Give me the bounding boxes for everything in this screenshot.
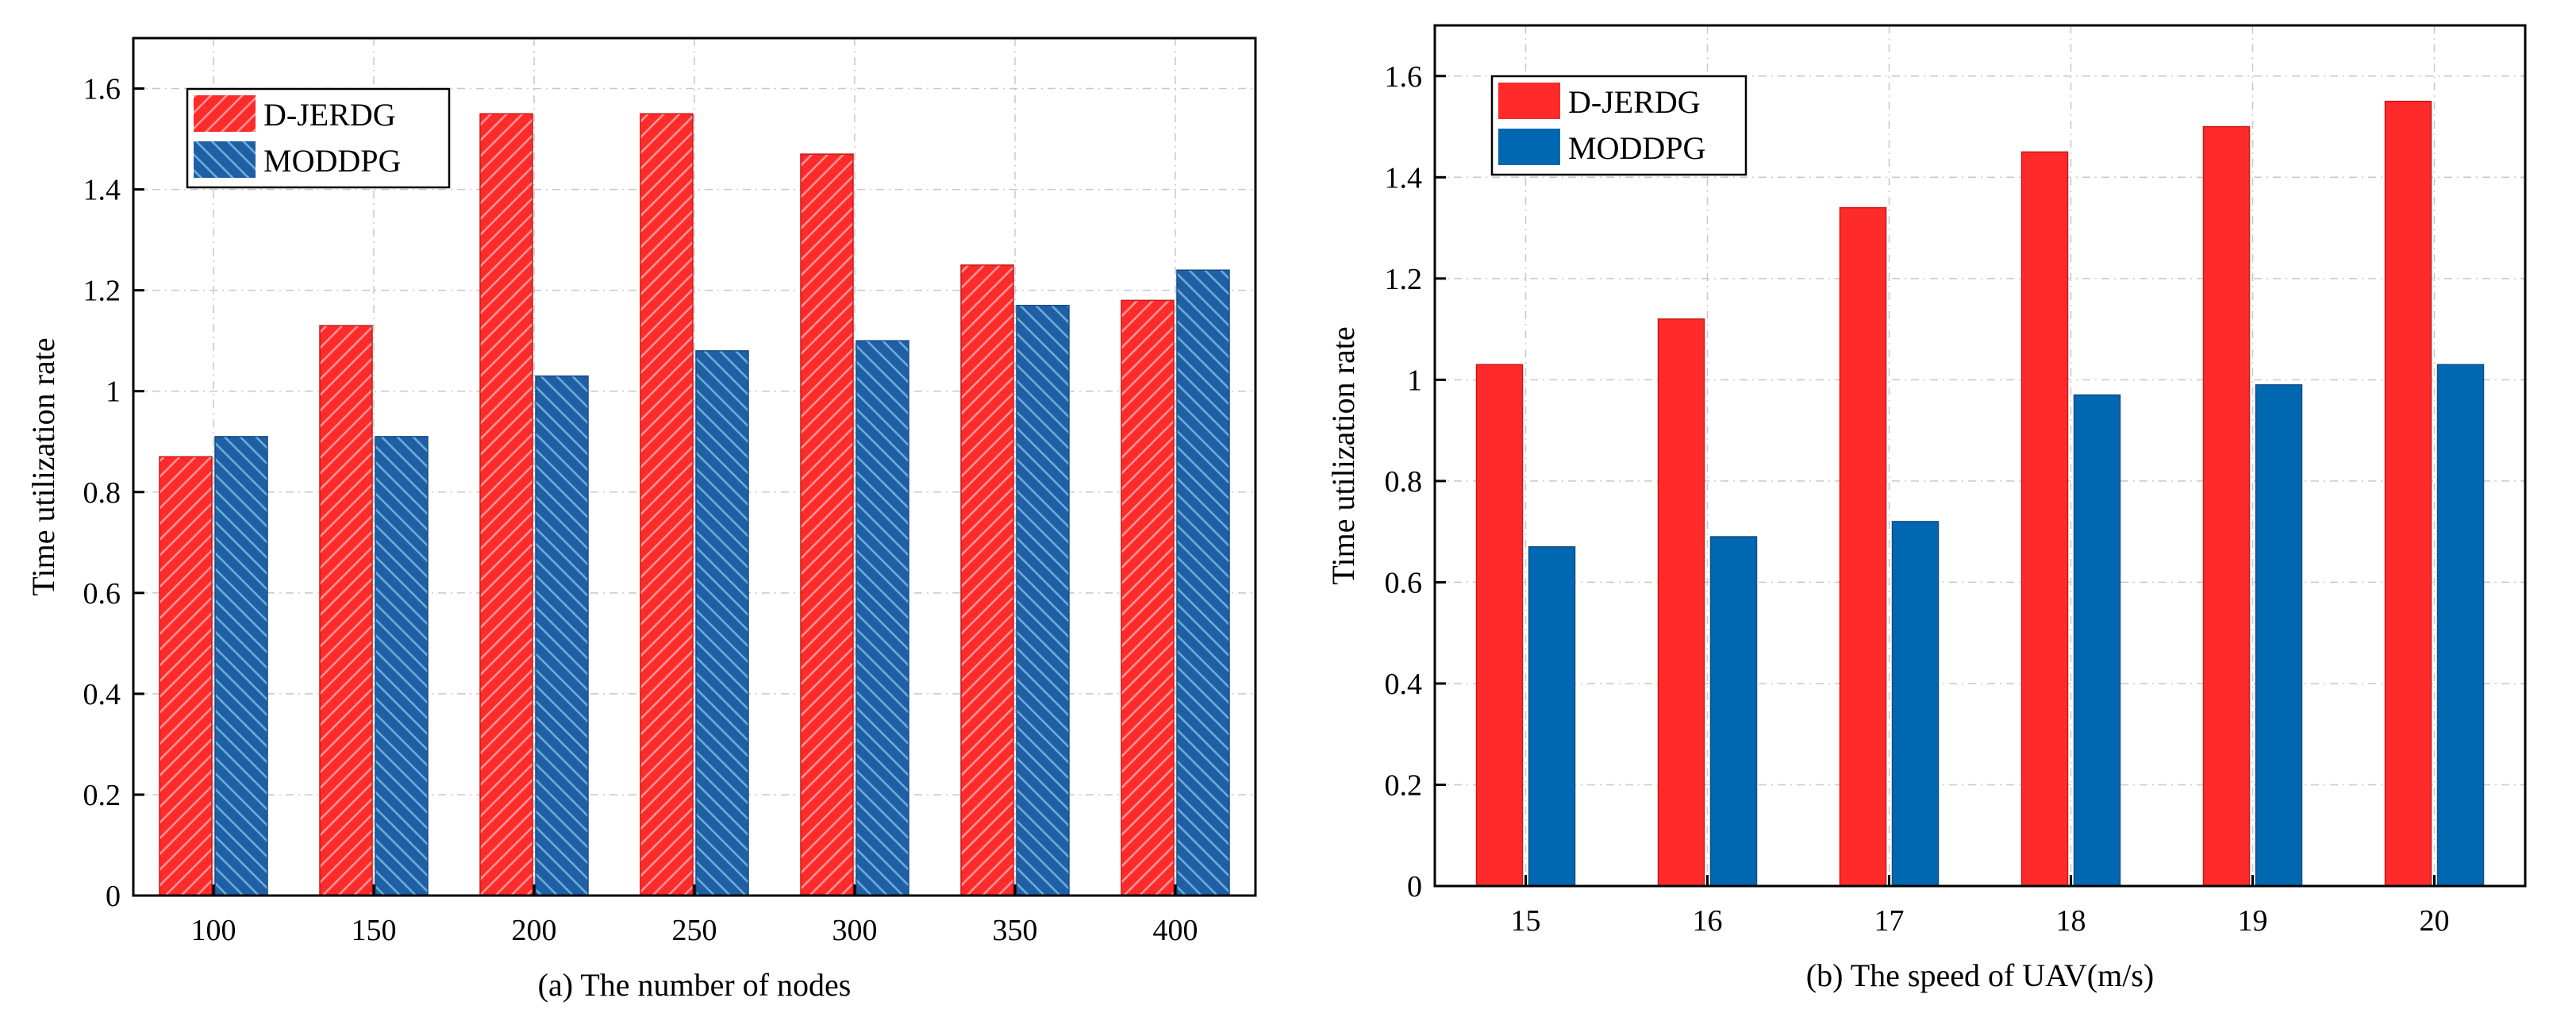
bar-moddpg-150 (375, 436, 429, 896)
legend-label-moddpg: MODDPG (263, 143, 401, 179)
x-tick-label: 20 (2420, 904, 2450, 938)
bar-d-jerdg-18 (2020, 151, 2069, 887)
y-tick-label: 0 (106, 880, 121, 913)
chart-b-gridlines (1435, 25, 2525, 886)
bar-d-jerdg-100 (159, 456, 213, 896)
bar-d-jerdg-250 (640, 113, 694, 896)
bar-moddpg-19 (2255, 383, 2303, 887)
x-tick-label: 200 (512, 914, 557, 947)
bar-d-jerdg-15 (1475, 364, 1524, 887)
legend-label-d-jerdg: D-JERDG (1568, 84, 1701, 120)
bar-moddpg-250 (695, 350, 749, 896)
y-tick-label: 0.8 (83, 476, 121, 510)
legend-swatch-moddpg (194, 141, 256, 178)
y-tick-label: 0.2 (1385, 769, 1423, 802)
x-tick-label: 18 (2056, 904, 2086, 938)
y-tick-label: 0.4 (83, 678, 121, 711)
x-tick-label: 350 (993, 914, 1038, 947)
y-tick-label: 1 (106, 376, 121, 409)
chart-b-speed-of-uav: 0 0.2 0.4 0.6 0.8 1 1.2 1.4 1.6 15 16 17 18 19 20 D-JE… (1325, 24, 2527, 993)
bar-moddpg-400 (1176, 269, 1230, 896)
bar-moddpg-16 (1709, 536, 1758, 887)
x-tick-label: 300 (832, 914, 878, 947)
bar-d-jerdg-20 (2384, 100, 2432, 887)
bar-moddpg-300 (855, 340, 909, 896)
bar-d-jerdg-400 (1121, 299, 1175, 896)
chart-b-caption: (b) The speed of UAV(m/s) (1806, 957, 2154, 993)
y-tick-label: 1.2 (83, 275, 121, 308)
bar-moddpg-100 (214, 436, 268, 896)
y-tick-label: 0.2 (83, 779, 121, 812)
chart-b-y-axis-title: Time utilization rate (1325, 326, 1361, 584)
y-tick-label: 0.8 (1385, 465, 1423, 499)
bar-moddpg-200 (535, 375, 589, 896)
legend-swatch-d-jerdg (1498, 83, 1560, 119)
x-tick-label: 19 (2238, 904, 2268, 938)
x-tick-label: 15 (1511, 904, 1541, 938)
chart-b-bars (1475, 100, 2485, 887)
chart-b-legend: D-JERDG MODDPG (1490, 75, 1747, 176)
y-tick-label: 1.6 (83, 73, 121, 106)
y-tick-label: 0.6 (1385, 566, 1423, 599)
bar-moddpg-15 (1528, 546, 1576, 887)
x-tick-label: 150 (352, 914, 397, 947)
bar-d-jerdg-350 (960, 264, 1014, 896)
bar-moddpg-20 (2436, 364, 2485, 887)
x-tick-label: 400 (1153, 914, 1198, 947)
chart-a-legend: D-JERDG MODDPG (186, 87, 451, 189)
bar-d-jerdg-200 (479, 113, 533, 896)
y-tick-label: 0 (1407, 870, 1422, 903)
y-tick-label: 1.4 (1385, 161, 1423, 195)
x-tick-label: 16 (1693, 904, 1723, 938)
y-tick-label: 1.2 (1385, 263, 1423, 296)
bar-d-jerdg-150 (319, 325, 373, 896)
chart-a-axis-ticks: 0 0.2 0.4 0.6 0.8 1 1.2 1.4 1.6 100 150 200 250 300 35… (83, 73, 1198, 947)
x-tick-label: 17 (1874, 904, 1905, 938)
bar-d-jerdg-17 (1839, 206, 1887, 887)
y-tick-label: 1.6 (1385, 60, 1423, 94)
legend-label-d-jerdg: D-JERDG (263, 97, 396, 133)
chart-b-plot-frame (1433, 24, 2527, 888)
chart-a-y-axis-title: Time utilization rate (25, 337, 61, 595)
x-tick-label: 100 (191, 914, 236, 947)
bar-moddpg-18 (2073, 394, 2121, 887)
chart-b-axis-ticks: 0 0.2 0.4 0.6 0.8 1 1.2 1.4 1.6 15 16 17 18 19 20 (1385, 60, 2450, 938)
legend-swatch-d-jerdg (194, 95, 256, 132)
y-tick-label: 0.6 (83, 577, 121, 611)
x-tick-label: 250 (672, 914, 717, 947)
bar-moddpg-350 (1016, 304, 1070, 896)
bar-d-jerdg-19 (2202, 125, 2251, 887)
y-tick-label: 0.4 (1385, 668, 1423, 701)
y-tick-label: 1 (1407, 364, 1422, 397)
y-tick-label: 1.4 (83, 174, 121, 207)
chart-a-bars (159, 113, 1230, 896)
chart-a-number-of-nodes: 0 0.2 0.4 0.6 0.8 1 1.2 1.4 1.6 100 150 200 250 300 35… (25, 37, 1257, 1003)
legend-label-moddpg: MODDPG (1568, 130, 1705, 166)
legend-swatch-moddpg (1498, 129, 1560, 165)
bar-d-jerdg-300 (800, 153, 854, 896)
bar-d-jerdg-16 (1657, 318, 1705, 887)
chart-a-caption: (a) The number of nodes (538, 967, 852, 1003)
bar-moddpg-17 (1891, 521, 1940, 887)
